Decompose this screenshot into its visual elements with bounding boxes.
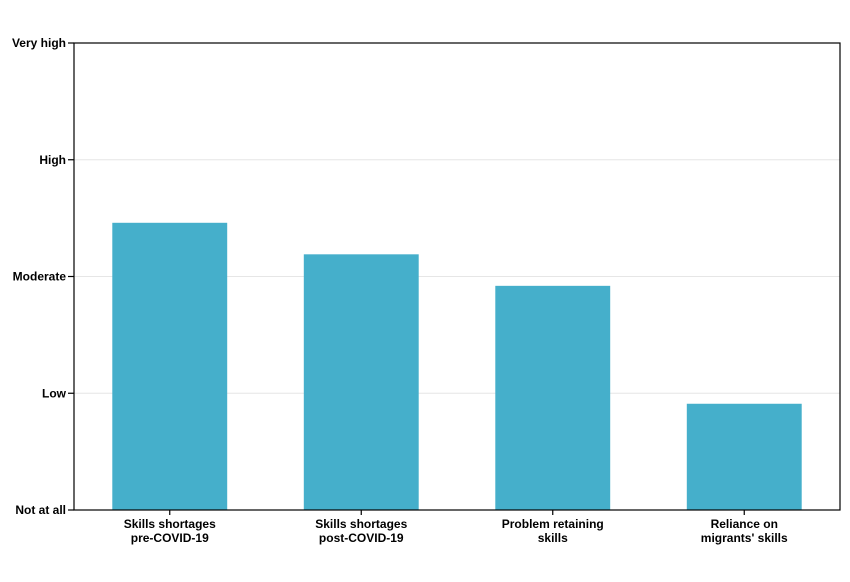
y-axis-ticks: Not at all Low Moderate High Very high	[12, 36, 74, 517]
y-tick-label: Moderate	[13, 270, 67, 284]
x-tick-label: migrants' skills	[701, 531, 788, 545]
x-tick-label: Skills shortages	[315, 517, 407, 531]
x-tick-label: pre-COVID-19	[131, 531, 209, 545]
x-tick-label: Problem retaining	[502, 517, 604, 531]
bar	[686, 403, 802, 510]
y-tick-label: High	[39, 153, 66, 167]
bars	[112, 222, 802, 511]
y-tick-label: Low	[42, 386, 67, 400]
x-tick-label: Skills shortages	[124, 517, 216, 531]
x-tick-label: skills	[538, 531, 568, 545]
y-tick-label: Very high	[12, 36, 66, 50]
x-tick-label: post-COVID-19	[319, 531, 404, 545]
x-tick-label: Reliance on	[711, 517, 778, 531]
bar	[112, 222, 228, 511]
bar	[303, 254, 419, 510]
bar	[495, 285, 611, 510]
y-tick-label: Not at all	[15, 503, 66, 517]
